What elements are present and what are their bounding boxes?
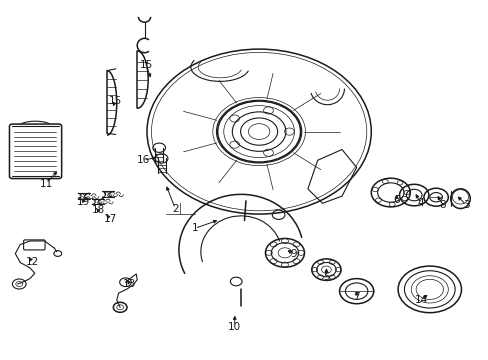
FancyBboxPatch shape — [9, 124, 61, 179]
Text: 15: 15 — [139, 60, 152, 70]
Text: 15: 15 — [108, 96, 122, 106]
Text: 11: 11 — [40, 179, 53, 189]
Text: 10: 10 — [228, 322, 241, 332]
Text: 8: 8 — [439, 200, 446, 210]
Text: 12: 12 — [26, 257, 39, 267]
Text: 3: 3 — [462, 200, 468, 210]
Text: 16: 16 — [137, 155, 150, 165]
Text: 13: 13 — [123, 279, 136, 289]
Text: 7: 7 — [353, 292, 359, 302]
FancyBboxPatch shape — [23, 240, 45, 250]
Text: 19: 19 — [77, 197, 90, 207]
Text: 2: 2 — [172, 204, 178, 214]
Text: 5: 5 — [323, 272, 329, 282]
Text: 6: 6 — [392, 195, 399, 205]
Text: 18: 18 — [91, 206, 104, 216]
Text: 1: 1 — [191, 224, 198, 233]
Text: 14: 14 — [413, 295, 427, 305]
Text: 9: 9 — [289, 248, 296, 258]
Text: 17: 17 — [103, 215, 117, 224]
Text: 4: 4 — [417, 198, 424, 208]
